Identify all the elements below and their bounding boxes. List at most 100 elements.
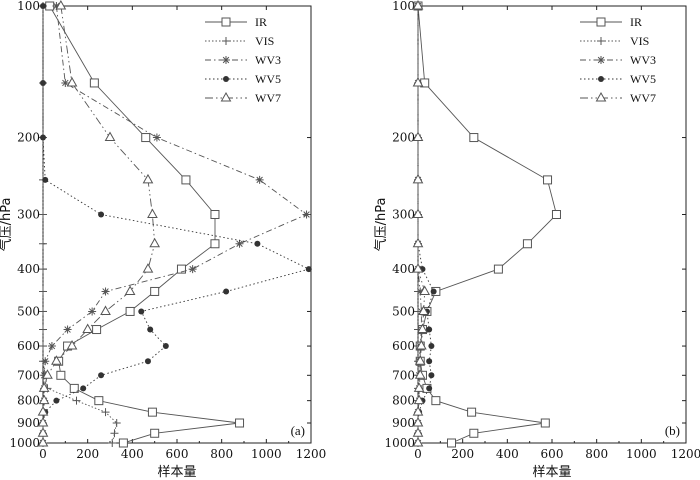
data-point-ir [431, 396, 441, 406]
panel-a: 0 200 400 600 800 1000 1200 100 200 300 400 500 600 7… [0, 0, 326, 480]
legend-marker-wv7 [220, 91, 232, 102]
y-tick-label: 500 [17, 304, 40, 318]
data-point-wv5 [426, 326, 433, 333]
y-tick-label: 300 [392, 208, 415, 222]
data-point-wv7 [38, 394, 50, 405]
legend-label-wv7: WV7 [255, 91, 281, 105]
legend-marker-vis [597, 37, 605, 45]
x-tick-label: 400 [496, 447, 519, 461]
data-point-wv7 [414, 369, 426, 379]
x-tick-label: 800 [210, 447, 233, 461]
data-point-wv7 [104, 131, 116, 142]
data-point-ir [540, 418, 550, 428]
legend-marker-vis [222, 37, 230, 45]
x-tick-label: 1000 [251, 447, 282, 461]
panel-label: (a) [291, 423, 305, 438]
data-point-ir [543, 175, 553, 185]
data-point-wv7 [413, 382, 425, 392]
x-tick-label: 0 [39, 447, 47, 461]
x-tick-label: 200 [76, 447, 99, 461]
data-point-wv7 [55, 0, 67, 10]
y-tick-label: 900 [392, 416, 415, 430]
data-point-wv3 [416, 287, 425, 296]
y-axis-title: 气压/hPa [373, 198, 389, 252]
x-axis-title: 样本量 [532, 465, 571, 480]
y-tick-label: 200 [392, 131, 415, 145]
data-point-ir [181, 175, 191, 185]
data-point-wv3 [302, 210, 311, 219]
y-tick-label: 1000 [9, 436, 40, 450]
data-point-wv5 [40, 3, 46, 9]
y-tick-label: 600 [17, 339, 40, 353]
legend-label-wv5: WV5 [630, 72, 656, 86]
data-point-wv5 [426, 358, 433, 365]
series-wv7 [412, 0, 431, 447]
data-point-ir [176, 264, 186, 274]
legend-label-ir: IR [255, 15, 267, 29]
plot-frame [417, 5, 687, 444]
x-tick-label: 600 [541, 447, 564, 461]
data-point-wv5 [305, 266, 312, 273]
legend-label-wv3: WV3 [255, 53, 281, 67]
data-point-vis [39, 307, 47, 316]
data-point-wv5 [254, 240, 261, 247]
data-point-wv7 [412, 0, 424, 10]
y-tick-label: 700 [392, 368, 415, 382]
data-point-wv7 [414, 355, 426, 365]
data-point-ir [551, 210, 561, 220]
data-point-ir [125, 306, 135, 316]
data-point-wv3 [52, 2, 61, 10]
data-point-wv7 [147, 208, 158, 219]
data-point-wv5 [428, 343, 435, 350]
data-point-vis [39, 287, 47, 296]
legend-marker-wv3 [597, 56, 605, 64]
data-point-wv5 [223, 288, 230, 295]
data-point-wv5 [42, 176, 49, 183]
y-tick-label: 100 [17, 0, 40, 13]
data-point-wv7 [413, 394, 425, 405]
data-point-vis [101, 408, 110, 417]
data-point-wv7 [415, 340, 427, 350]
data-point-vis [39, 325, 47, 334]
legend-label-ir: IR [630, 15, 642, 29]
data-point-ir [469, 428, 479, 438]
y-tick-label: 600 [392, 339, 415, 353]
data-point-wv7 [417, 323, 428, 334]
data-point-vis [112, 419, 121, 428]
data-point-wv3 [188, 265, 197, 274]
data-point-wv5 [40, 134, 46, 141]
x-tick-label: 1200 [296, 447, 327, 461]
data-point-wv5 [40, 79, 46, 86]
data-point-wv7 [412, 131, 424, 142]
legend-marker-ir [221, 17, 231, 27]
data-point-wv5 [98, 211, 105, 218]
data-point-ir [235, 418, 245, 428]
data-point-wv5 [144, 358, 151, 365]
y-tick-label: 700 [17, 368, 40, 382]
data-point-wv3 [41, 357, 50, 366]
data-point-wv3 [235, 239, 244, 248]
data-point-ir [210, 210, 220, 220]
legend: IR VIS WV3 WV5 WV7 [205, 15, 281, 105]
legend-label-wv5: WV5 [255, 72, 281, 86]
data-point-wv7 [66, 340, 78, 350]
data-point-ir [141, 133, 151, 143]
data-point-ir [150, 428, 160, 438]
x-tick-label: 400 [121, 447, 144, 461]
data-point-wv7 [142, 173, 154, 184]
data-point-wv3 [61, 78, 70, 87]
data-point-wv7 [37, 416, 49, 427]
data-point-wv5 [53, 397, 60, 404]
data-point-wv7 [418, 305, 429, 315]
data-point-wv5 [98, 372, 105, 379]
data-point-ir [56, 370, 66, 380]
data-point-wv7 [37, 427, 49, 437]
data-point-wv5 [138, 308, 145, 315]
legend-marker-wv5 [598, 76, 604, 82]
data-point-wv7 [42, 369, 53, 379]
data-point-wv3 [88, 307, 97, 316]
data-point-wv7 [412, 406, 424, 416]
data-point-wv5 [430, 288, 437, 295]
data-point-ir [469, 133, 479, 143]
data-point-ir [522, 239, 532, 249]
